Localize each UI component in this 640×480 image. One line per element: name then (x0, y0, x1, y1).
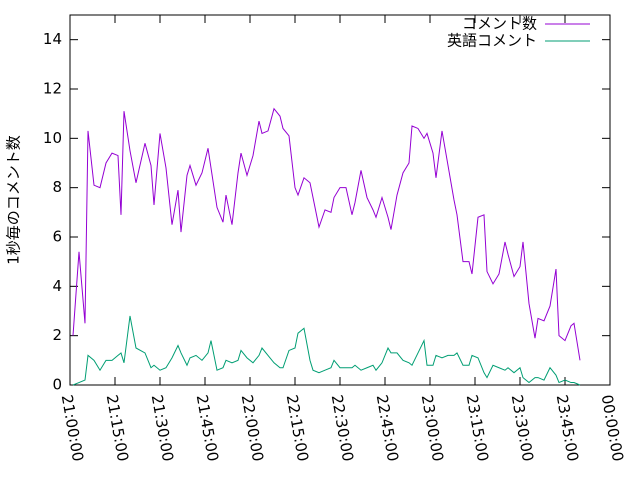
y-tick-label: 6 (52, 228, 62, 246)
legend-label: コメント数 (462, 15, 537, 33)
x-tick-label: 22:00:00 (238, 393, 267, 462)
x-tick-label: 00:00:00 (598, 393, 627, 462)
x-tick-label: 23:45:00 (553, 393, 582, 462)
series-line (72, 315, 581, 386)
x-tick-label: 23:30:00 (508, 393, 537, 462)
y-axis-label: 1秒毎のコメント数 (5, 135, 23, 265)
y-tick-label: 12 (43, 80, 62, 98)
y-tick-label: 8 (52, 178, 62, 196)
x-tick-label: 23:15:00 (463, 393, 492, 462)
series-line (72, 107, 581, 361)
x-tick-label: 22:30:00 (328, 393, 357, 462)
y-tick-label: 14 (43, 30, 62, 48)
x-tick-label: 21:15:00 (103, 393, 132, 462)
legend-label: 英語コメント (447, 32, 537, 50)
x-tick-label: 22:45:00 (373, 393, 402, 462)
x-tick-label: 23:00:00 (418, 393, 447, 462)
x-tick-label: 21:45:00 (193, 393, 222, 462)
x-tick-label: 22:15:00 (283, 393, 312, 462)
y-tick-label: 10 (43, 129, 62, 147)
plot-border (69, 14, 611, 386)
y-tick-label: 0 (52, 376, 62, 394)
x-tick-label: 21:00:00 (58, 393, 87, 462)
x-tick-label: 21:30:00 (148, 393, 177, 462)
y-tick-label: 2 (52, 326, 62, 344)
y-tick-label: 4 (52, 277, 62, 295)
